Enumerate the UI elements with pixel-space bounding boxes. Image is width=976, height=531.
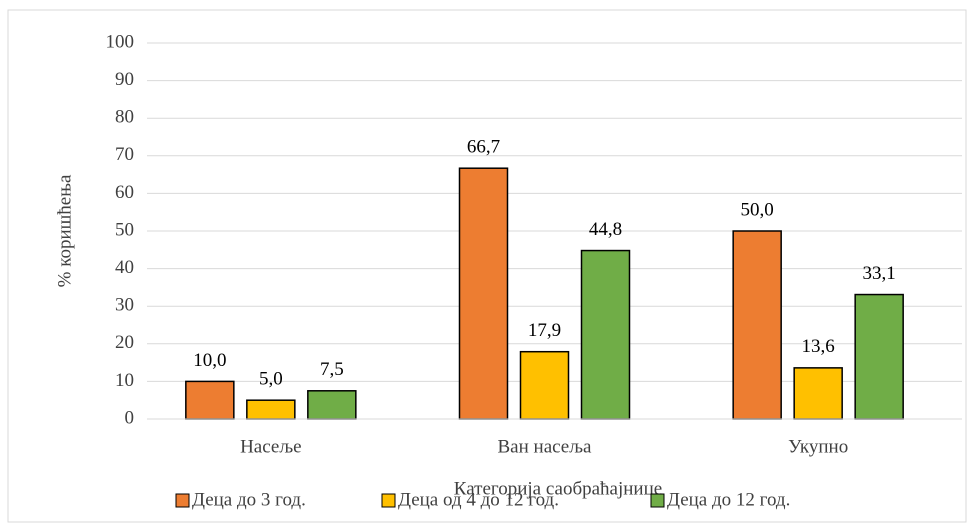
value-label: 5,0 [259,369,283,390]
x-tick-label: Укупно [788,436,848,457]
y-tick-label: 90 [115,69,134,90]
y-tick-label: 50 [115,219,134,240]
legend-swatch [381,493,396,508]
value-label: 7,5 [320,359,344,380]
value-label: 44,8 [589,219,622,240]
y-tick-label: 60 [115,182,134,203]
y-tick-label: 20 [115,332,134,353]
value-label: 13,6 [802,336,835,357]
legend-label: Деца до 12 год. [667,489,790,510]
x-tick-label: Насеље [240,436,302,457]
bar [519,350,570,420]
legend-label: Деца до 3 год. [192,489,306,510]
y-tick-label: 80 [115,107,134,128]
bar [732,230,782,420]
bar [246,399,296,420]
x-axis-title: Категорија саобраћајнице [454,478,662,499]
bar [307,390,357,420]
bar [185,380,235,420]
y-tick-label: 0 [125,407,135,428]
bar [793,367,843,420]
value-label: 50,0 [741,199,774,220]
value-label: 10,0 [193,350,226,371]
y-axis-title: % коришћења [54,174,75,287]
legend-swatch [650,493,665,508]
y-tick-label: 70 [115,144,134,165]
value-label: 66,7 [467,137,500,158]
x-tick-label: Ван насеља [498,436,593,457]
y-tick-label: 100 [106,31,135,52]
value-label: 33,1 [863,263,896,284]
y-tick-label: 40 [115,257,134,278]
legend-label: Деца од 4 до 12 год. [398,489,559,510]
bar [458,167,509,420]
y-tick-label: 10 [115,370,134,391]
bar [580,249,631,420]
bar [854,293,904,420]
legend-swatch [175,493,190,508]
value-label: 17,9 [528,320,561,341]
y-tick-label: 30 [115,295,134,316]
